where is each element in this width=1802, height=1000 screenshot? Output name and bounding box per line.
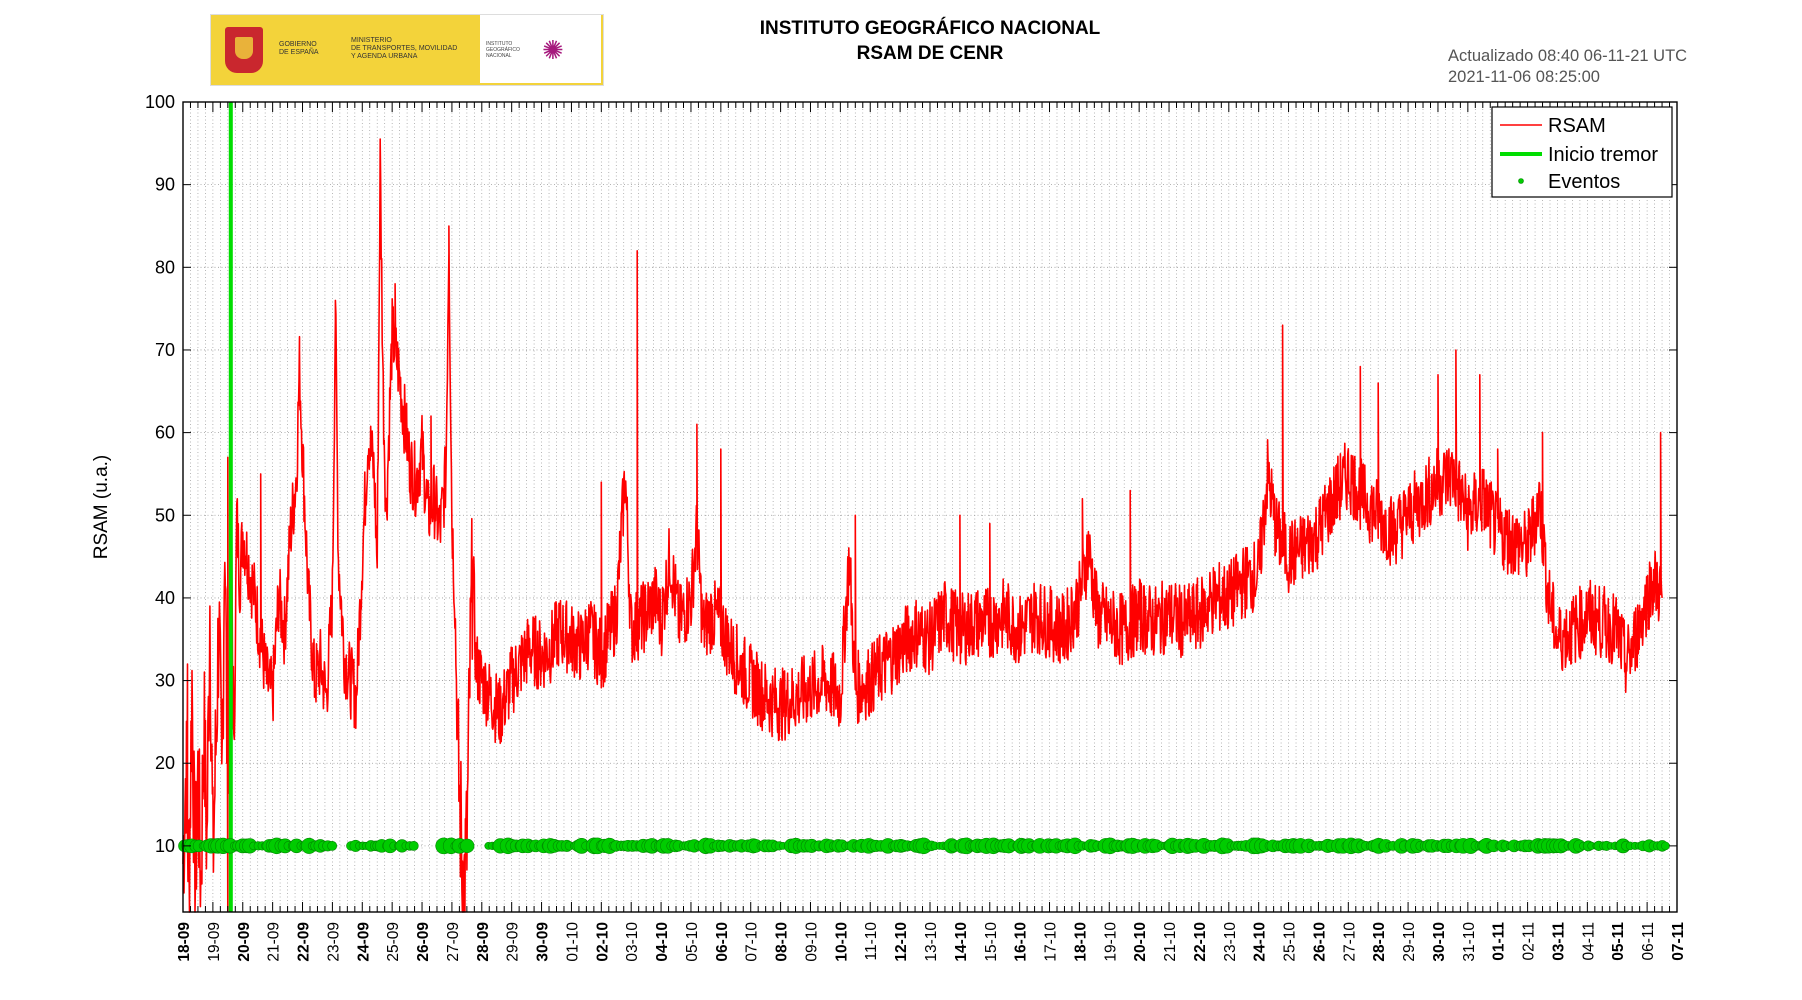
x-tick-label: 21-09 (266, 922, 283, 962)
x-tick-label: 24-09 (355, 922, 372, 962)
x-tick-label: 22-09 (296, 922, 313, 962)
x-tick-label: 04-11 (1580, 922, 1597, 961)
x-tick-label: 28-09 (475, 922, 492, 962)
x-tick-label: 03-11 (1550, 922, 1567, 961)
rsam-line (182, 138, 1663, 913)
ign-logo-text: INSTITUTO GEOGRÁFICO NACIONAL (486, 41, 520, 59)
x-tick-label: 18-10 (1072, 922, 1089, 962)
chart-subtitle: RSAM DE CENR (856, 43, 1004, 64)
x-tick-label: 27-09 (445, 922, 462, 962)
y-tick-label: 70 (155, 340, 175, 360)
legend-tremor-label: Inicio tremor (1548, 144, 1658, 166)
event-marker (408, 840, 419, 851)
x-tick-label: 01-10 (564, 922, 581, 962)
x-tick-label: 03-10 (624, 922, 641, 962)
x-tick-label: 25-10 (1282, 922, 1299, 962)
x-tick-label: 21-10 (1162, 922, 1179, 962)
legend-rsam-label: RSAM (1548, 115, 1606, 137)
x-tick-label: 09-10 (803, 922, 820, 962)
logo-gov-line2: DE ESPAÑA (279, 49, 319, 56)
y-tick-label: 100 (145, 92, 175, 112)
ign-logo: INSTITUTO GEOGRÁFICO NACIONAL ✺ (480, 15, 601, 83)
x-tick-label: 05-10 (684, 922, 701, 962)
x-tick-label: 14-10 (953, 922, 970, 962)
x-tick-label: 01-11 (1491, 922, 1508, 961)
y-axis-label: RSAM (u.a.) (91, 455, 112, 560)
y-tick-label: 20 (155, 753, 175, 773)
x-tick-label: 07-11 (1670, 922, 1687, 961)
x-tick-label: 15-10 (983, 922, 1000, 962)
x-tick-label: 25-09 (385, 922, 402, 962)
updated-timestamp: Actualizado 08:40 06-11-21 UTC (1448, 47, 1688, 65)
x-tick-label: 12-10 (893, 922, 910, 962)
x-tick-label: 29-10 (1401, 922, 1418, 962)
y-tick-label: 30 (155, 671, 175, 691)
chart-title: INSTITUTO GEOGRÁFICO NACIONAL (759, 18, 1101, 39)
x-tick-label: 24-10 (1252, 922, 1269, 962)
x-tick-label: 18-09 (176, 922, 193, 962)
x-tick-label: 27-10 (1341, 922, 1358, 962)
ign-logo-line3: NACIONAL (486, 53, 512, 59)
legend-events-swatch (1518, 178, 1524, 184)
x-tick-label: 30-10 (1431, 922, 1448, 962)
x-tick-label: 11-10 (863, 922, 880, 961)
x-tick-label: 07-10 (744, 922, 761, 962)
x-tick-label: 06-11 (1640, 922, 1657, 961)
x-tick-label: 23-10 (1222, 922, 1239, 962)
ign-logo-line2: GEOGRÁFICO (486, 47, 520, 53)
x-tick-label: 02-10 (594, 922, 611, 962)
x-tick-label: 19-10 (1102, 922, 1119, 962)
x-tick-label: 26-10 (1311, 922, 1328, 962)
x-tick-label: 16-10 (1013, 922, 1030, 962)
x-tick-label: 30-09 (535, 922, 552, 962)
event-marker (327, 840, 338, 851)
event-marker (460, 838, 475, 853)
logo-gov-line1: GOBIERNO (279, 41, 317, 48)
y-tick-label: 90 (155, 175, 175, 195)
x-tick-label: 31-10 (1461, 922, 1478, 962)
x-tick-label: 29-09 (505, 922, 522, 962)
x-tick-label: 05-11 (1610, 922, 1627, 961)
ign-logo-line1: INSTITUTO (486, 41, 513, 47)
logo-ministry-line1: MINISTERIO (351, 37, 392, 44)
y-tick-label: 40 (155, 588, 175, 608)
event-marker (1661, 841, 1670, 851)
y-tick-label: 10 (155, 836, 175, 856)
x-tick-label: 02-11 (1521, 922, 1538, 961)
x-tick-label: 28-10 (1371, 922, 1388, 962)
plot-area (183, 102, 1677, 912)
coat-of-arms-icon (225, 27, 263, 73)
x-tick-label: 17-10 (1043, 922, 1060, 962)
logo-ministry-line3: Y AGENDA URBANA (351, 53, 418, 60)
x-tick-label: 20-09 (236, 922, 253, 962)
legend-events-label: Eventos (1548, 171, 1620, 193)
logo-ministry-line2: DE TRANSPORTES, MOVILIDAD (351, 45, 458, 52)
y-tick-label: 50 (155, 505, 175, 525)
x-tick-label: 20-10 (1132, 922, 1149, 962)
x-tick-label: 23-09 (325, 922, 342, 962)
x-tick-label: 26-09 (415, 922, 432, 962)
x-tick-label: 08-10 (774, 922, 791, 962)
y-tick-label: 80 (155, 257, 175, 277)
ign-mark-icon: ✺ (542, 35, 564, 65)
x-tick-label: 19-09 (206, 922, 223, 962)
x-tick-label: 06-10 (714, 922, 731, 962)
x-tick-label: 04-10 (654, 922, 671, 962)
y-tick-label: 60 (155, 423, 175, 443)
data-timestamp: 2021-11-06 08:25:00 (1448, 68, 1600, 86)
x-tick-label: 22-10 (1192, 922, 1209, 962)
x-tick-label: 13-10 (923, 922, 940, 962)
x-tick-label: 10-10 (833, 922, 850, 962)
